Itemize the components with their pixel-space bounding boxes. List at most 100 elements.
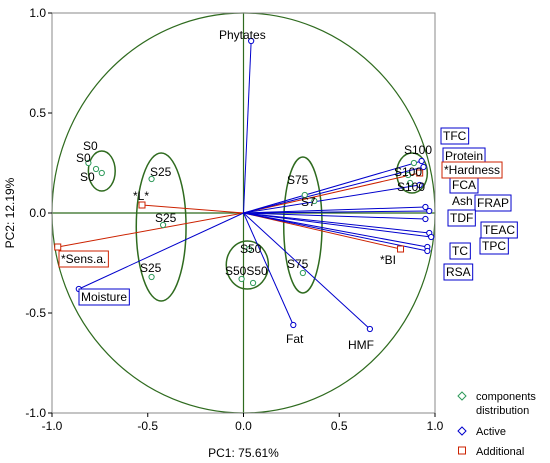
sample-label: S0 [83,139,98,153]
sample-point [407,179,414,187]
sample-point [98,169,105,177]
active-variable-label: Moisture [81,290,127,304]
active-vector [243,212,432,238]
legend-label-active: Active [476,426,506,438]
sample-point [301,191,308,199]
sample-point [238,275,245,283]
legend: components distribution Active Additional [457,391,536,458]
sample-point [246,245,253,253]
active-marker [420,163,427,171]
y-tick-label: 0.0 [29,206,46,220]
active-marker [416,181,423,189]
additional-vector [243,172,420,214]
additional-variable-label: *BI [380,253,396,267]
legend-marker-active [457,426,467,436]
group-ellipse [87,150,116,192]
sample-label: S25 [150,165,172,179]
y-tick-label: 0.5 [29,106,46,120]
active-vector [243,166,424,214]
sample-label: S75 [287,173,309,187]
y-tick-label: -1.0 [25,406,46,420]
additional-marker [397,245,405,253]
active-label-box [447,209,476,227]
additional-variable-label: *Hardness [444,163,500,177]
active-label-box [78,288,130,306]
active-marker [422,203,429,211]
additional-marker [416,169,424,177]
sample-label: S25 [140,261,162,275]
sample-label: S75 [287,257,309,271]
sample-label: S100 [404,143,432,157]
active-variable-label: TC [452,244,468,258]
additional-variable-label: *L* [133,189,149,203]
y-tick-label: -0.5 [25,306,46,320]
group-ellipse [225,240,270,290]
active-variable-label: TPC [482,239,506,253]
active-variable-label: Protein [445,149,483,163]
active-marker [428,233,435,241]
sample-point [311,197,318,205]
active-label-box [479,237,509,255]
active-marker [418,157,425,165]
active-variable-label: FRAP [477,196,509,210]
active-vector [78,212,244,290]
active-vector [243,206,426,214]
active-variable-label: Ash [452,194,473,208]
sample-point [148,273,155,281]
additional-label-box [58,250,109,268]
x-tick-label: 0.5 [331,419,348,433]
active-vector [243,210,430,214]
active-label-box [449,242,471,260]
active-variable-label: FCA [452,178,476,192]
additional-vector [243,212,401,250]
additional-marker [54,243,62,251]
y-tick-label: 1.0 [29,6,46,20]
x-axis-label: PC1: 75.61% [208,446,279,460]
active-variable-label: RSA [446,265,471,279]
group-ellipse [135,152,187,302]
additional-vector [57,212,244,248]
active-vector [243,212,430,234]
sample-label: S100 [394,165,422,179]
active-marker [366,325,373,333]
active-label-box [474,194,512,212]
additional-vector [141,204,244,214]
sample-label: S50S50 [225,264,268,278]
additional-marker [138,201,146,209]
active-variable-label: HMF [348,338,374,352]
legend-label-additional: Additional [476,446,524,458]
legend-label-distribution: components distribution [476,391,536,417]
active-label-box [443,263,474,281]
sample-label: S0 [80,170,95,184]
active-variable-label: Phytates [219,28,266,42]
y-axis-label: PC2: 12.19% [3,177,17,248]
active-vector [243,212,294,326]
x-tick-label: 1.0 [427,419,444,433]
sample-point [159,221,167,229]
sample-label: S50 [240,242,262,256]
sample-label: S100 [397,180,425,194]
active-vector [243,212,428,252]
sample-point [92,165,100,173]
sample-label: S7 [301,195,316,209]
group-ellipse [395,152,429,194]
active-marker [290,321,297,329]
active-marker [424,247,431,255]
sample-point [85,159,92,167]
active-vector [243,160,422,214]
sample-point [148,175,155,183]
sample-label: S0 [76,151,91,165]
active-marker [426,207,433,215]
sample-point [405,171,412,179]
x-tick-label: 0.0 [235,419,252,433]
additional-variable-label: *Sens.a. [61,252,106,266]
active-vector [243,212,428,248]
active-vector [243,212,426,220]
sample-label: S25 [155,211,177,225]
active-marker [248,37,255,45]
legend-marker-distribution [457,391,467,401]
active-vector [243,40,252,214]
